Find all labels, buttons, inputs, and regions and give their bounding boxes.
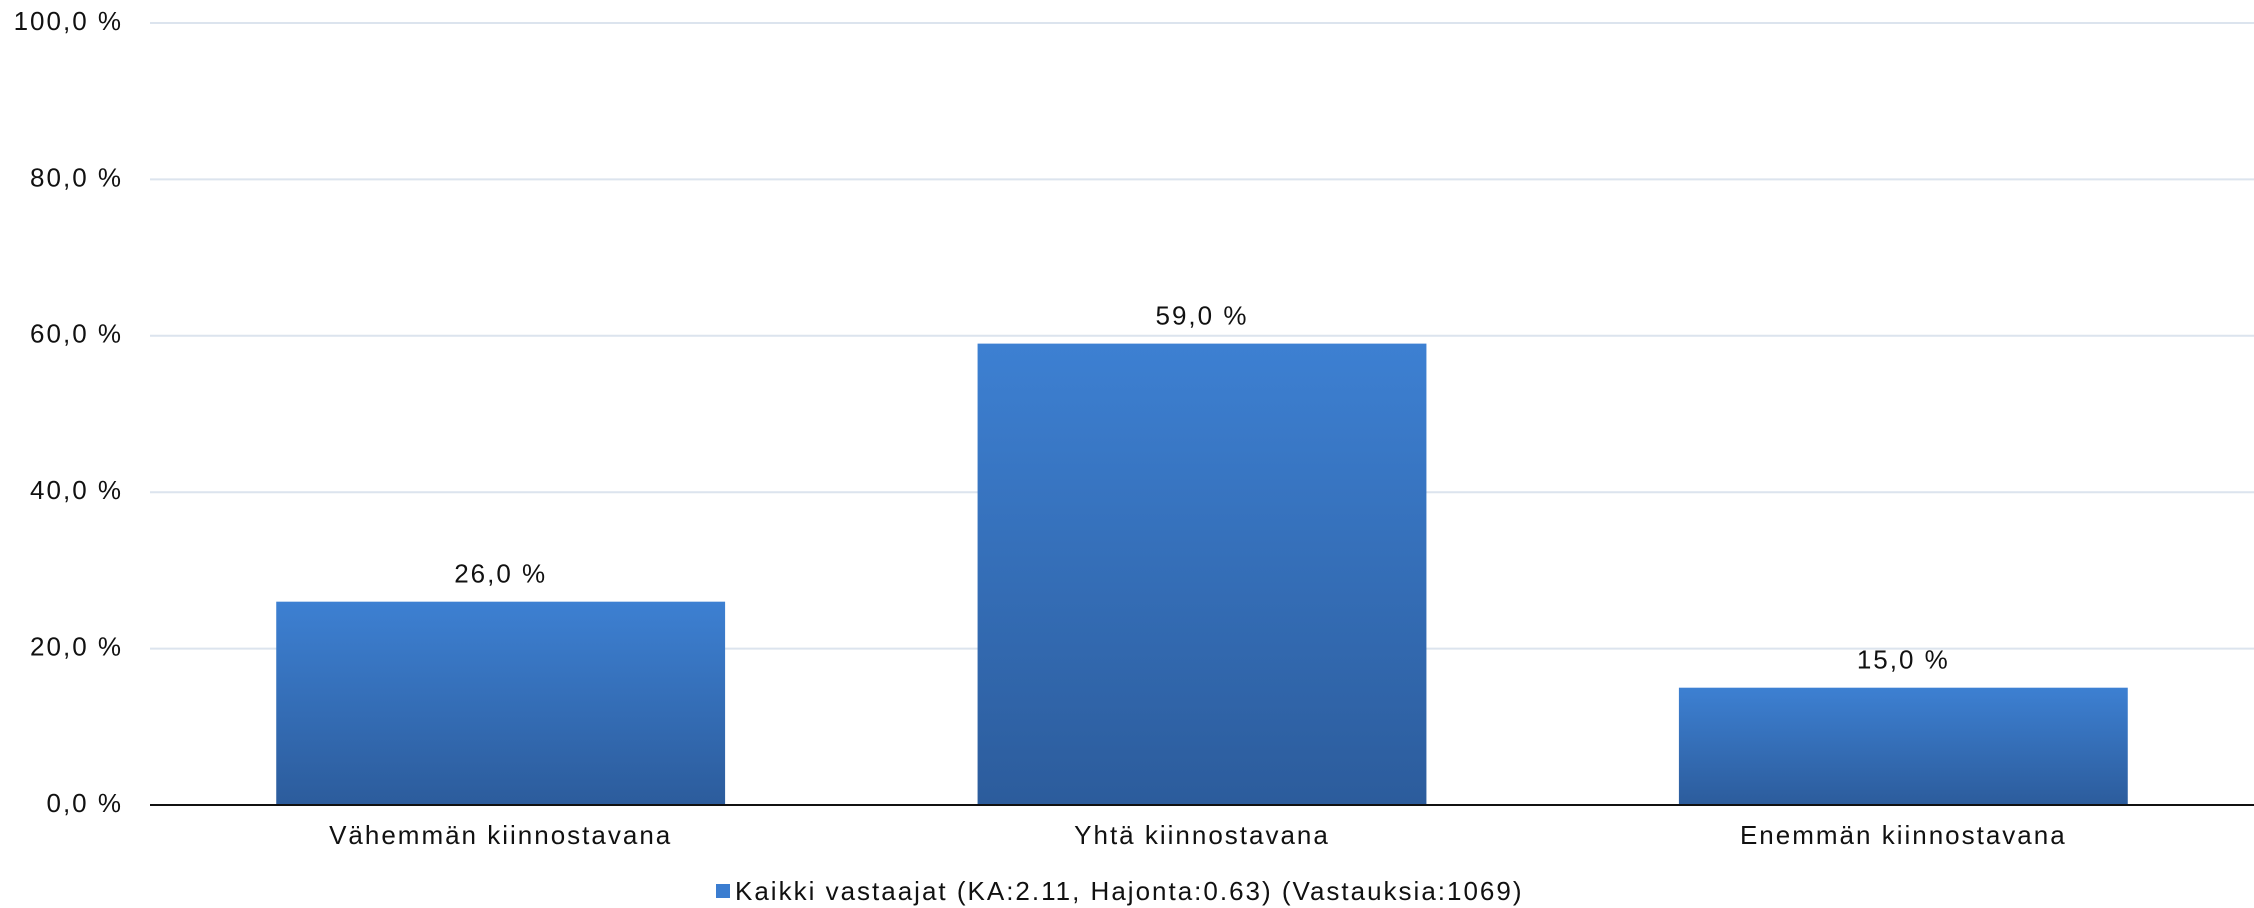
x-tick-label: Yhtä kiinnostavana xyxy=(1074,820,1330,850)
y-tick-label: 100,0 % xyxy=(14,6,123,36)
bar xyxy=(276,601,726,805)
y-tick-label: 0,0 % xyxy=(47,788,124,818)
x-tick-label: Vähemmän kiinnostavana xyxy=(329,820,672,850)
y-tick-label: 40,0 % xyxy=(30,475,123,505)
data-label: 15,0 % xyxy=(1857,645,1950,675)
bar xyxy=(977,343,1427,805)
y-tick-label: 20,0 % xyxy=(30,631,123,661)
y-tick-label: 60,0 % xyxy=(30,319,123,349)
data-label: 26,0 % xyxy=(454,559,547,589)
data-label: 59,0 % xyxy=(1156,300,1249,330)
legend-label: Kaikki vastaajat (KA:2.11, Hajonta:0.63)… xyxy=(735,876,1524,906)
x-tick-label: Enemmän kiinnostavana xyxy=(1740,820,2067,850)
y-tick-label: 80,0 % xyxy=(30,162,123,192)
legend-swatch xyxy=(716,884,730,898)
bar xyxy=(1678,687,2128,805)
